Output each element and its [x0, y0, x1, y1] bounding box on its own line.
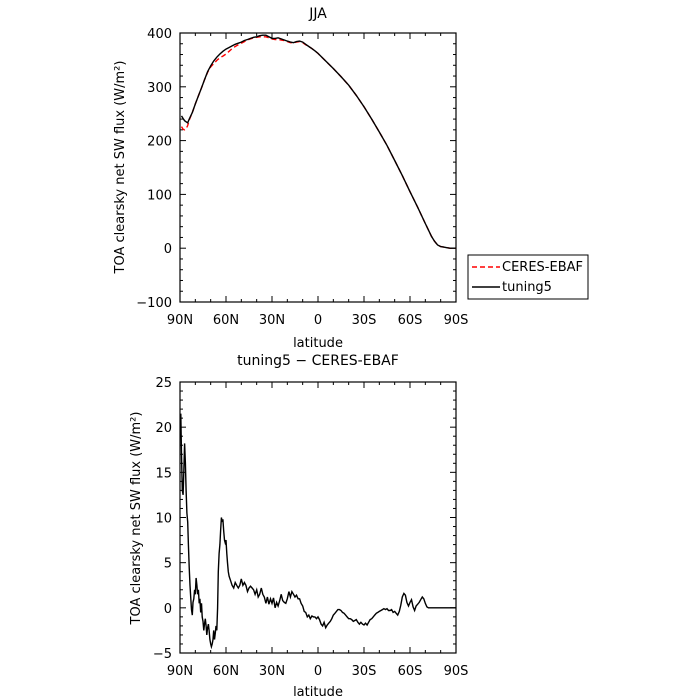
y-tick-label: 10	[155, 512, 172, 527]
y-tick-label: 0	[164, 602, 172, 617]
top-y-axis: −100 0 100 200 300 400	[136, 27, 456, 311]
x-tick-label: 90S	[444, 664, 469, 679]
x-tick-label: 30N	[259, 313, 285, 328]
y-tick-label: −100	[136, 296, 172, 311]
top-x-axis-label: latitude	[293, 336, 343, 351]
bottom-chart-title: tuning5 − CERES-EBAF	[237, 353, 399, 369]
top-plot-lines	[180, 34, 456, 249]
x-tick-label: 60N	[213, 664, 239, 679]
y-tick-label: −5	[153, 647, 172, 662]
legend-label-ceres: CERES-EBAF	[502, 260, 583, 275]
legend: CERES-EBAF tuning5	[467, 254, 589, 300]
x-tick-label: 60N	[213, 313, 239, 328]
y-tick-label: 300	[147, 81, 172, 96]
x-tick-label: 60S	[398, 664, 423, 679]
series-line-diff	[180, 413, 456, 650]
y-tick-label: 400	[147, 27, 172, 42]
y-tick-label: 20	[155, 421, 172, 436]
bottom-x-axis-label: latitude	[293, 685, 343, 700]
top-chart: JJA 90N 60N 30N 0 30S 60S 90S −100 0 100 200 300 40…	[113, 6, 589, 351]
x-tick-label: 0	[314, 664, 322, 679]
series-line-ceres-ebaf	[180, 36, 456, 249]
y-tick-label: 25	[155, 376, 172, 391]
x-tick-label: 30S	[352, 664, 377, 679]
y-tick-label: 200	[147, 135, 172, 150]
series-line-tuning5	[180, 34, 456, 249]
x-tick-label: 60S	[398, 313, 423, 328]
x-tick-label: 30S	[352, 313, 377, 328]
bottom-plot-lines	[180, 413, 456, 650]
bottom-chart: tuning5 − CERES-EBAF 90N 60N 30N 0 30S 60S 90S…	[129, 353, 468, 700]
top-y-axis-label: TOA clearsky net SW flux (W/m²)	[113, 61, 128, 275]
bottom-y-axis-label: TOA clearsky net SW flux (W/m²)	[129, 412, 144, 626]
legend-label-tuning5: tuning5	[502, 280, 552, 295]
top-x-axis: 90N 60N 30N 0 30S 60S 90S	[167, 33, 469, 328]
y-tick-label: 15	[155, 466, 172, 481]
x-tick-label: 90N	[167, 313, 193, 328]
x-tick-label: 0	[314, 313, 322, 328]
x-tick-label: 90S	[444, 313, 469, 328]
y-tick-label: 0	[164, 242, 172, 257]
x-tick-label: 90N	[167, 664, 193, 679]
top-chart-title: JJA	[308, 6, 327, 22]
y-tick-label: 100	[147, 188, 172, 203]
top-plot-frame	[179, 32, 457, 303]
legend-box	[467, 254, 589, 300]
y-tick-label: 5	[164, 557, 172, 572]
bottom-y-axis: −5 0 5 10 15 20 25	[153, 376, 456, 662]
bottom-x-axis: 90N 60N 30N 0 30S 60S 90S	[167, 382, 469, 679]
x-tick-label: 30N	[259, 664, 285, 679]
